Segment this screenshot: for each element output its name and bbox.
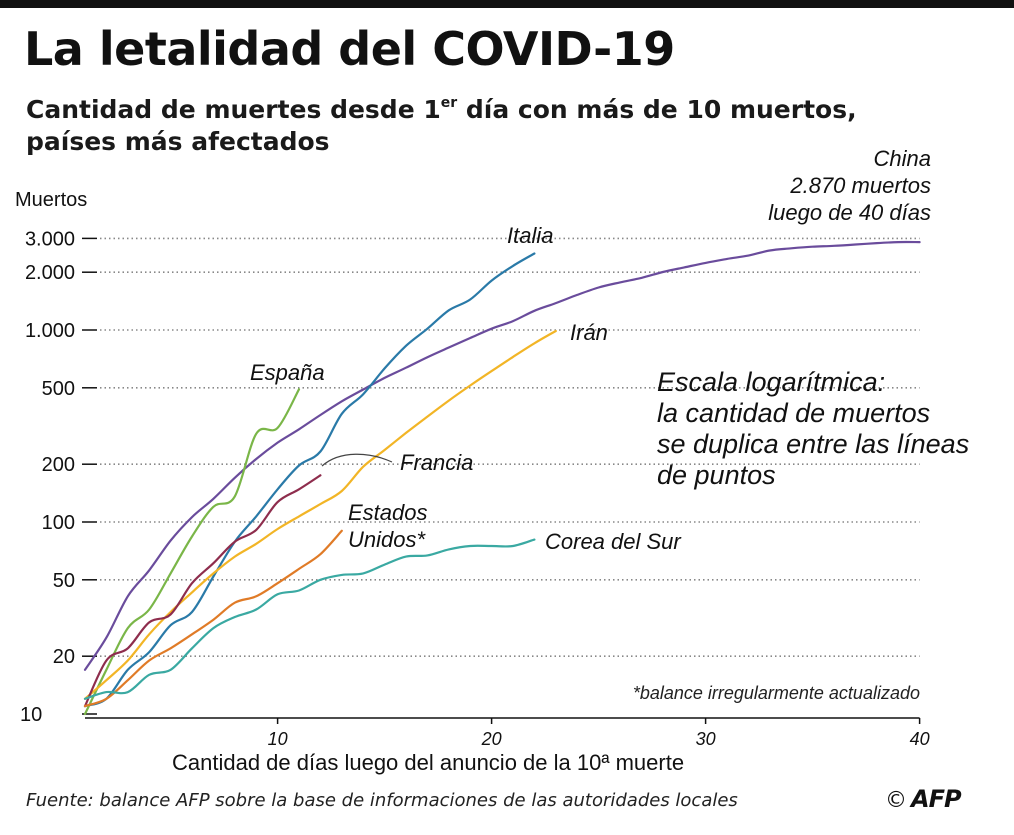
log-note-line: de puntos xyxy=(657,460,776,490)
series-label-francia: Francia xyxy=(400,450,473,475)
x-axis: Cantidad de días luego del anuncio de la… xyxy=(85,717,930,775)
top-bar xyxy=(0,0,1014,8)
y-tick-label: 20 xyxy=(53,646,75,668)
francia-leader-line xyxy=(321,453,393,467)
y-tick-label: 50 xyxy=(53,570,75,592)
china-note-line: luego de 40 días xyxy=(768,200,931,225)
y-tick-label: 200 xyxy=(42,454,75,476)
afp-logo: AFP xyxy=(911,785,962,813)
y-axis: Muertos 10 20 50 100 200 500 1.000 2.000 3.000 xyxy=(15,189,97,726)
subtitle-text: Cantidad de muertes desde 1 xyxy=(26,95,441,124)
series-label-estados-unidos-line1: Estados xyxy=(348,500,428,525)
log-scale-note: Escala logarítmica:la cantidad de muerto… xyxy=(657,367,969,490)
x-tick-label: 40 xyxy=(910,729,930,749)
y-tick-label: 500 xyxy=(42,378,75,400)
x-axis-label: Cantidad de días luego del anuncio de la… xyxy=(172,750,684,775)
series-label-espana: España xyxy=(250,360,325,385)
x-tick-label: 10 xyxy=(268,729,288,749)
x-tick-label: 20 xyxy=(481,729,502,749)
y-axis-label: Muertos xyxy=(15,189,87,211)
series-label-corea: Corea del Sur xyxy=(545,529,682,554)
copyright-symbol: © xyxy=(885,788,907,813)
footnote: *balance irregularmente actualizado xyxy=(633,683,920,703)
subtitle-superscript: er xyxy=(440,95,458,111)
series-label-iran: Irán xyxy=(570,320,608,345)
chart-title: La letalidad del COVID-19 xyxy=(24,22,675,76)
series-label-italia: Italia xyxy=(507,223,553,248)
series-line-espana xyxy=(83,388,301,716)
log-note-line: se duplica entre las líneas xyxy=(657,429,969,459)
series-line-estados_unidos xyxy=(83,529,343,708)
y-tick-label: 2.000 xyxy=(25,262,75,284)
afp-credit: © AFP xyxy=(885,785,962,813)
y-tick-label: 3.000 xyxy=(25,228,75,250)
log-note-line: la cantidad de muertos xyxy=(657,398,930,428)
y-tick-label: 100 xyxy=(42,512,75,534)
china-note-line: 2.870 muertos xyxy=(789,173,931,198)
series-lines xyxy=(83,240,921,716)
chart-subtitle: Cantidad de muertes desde 1er día con má… xyxy=(26,94,926,158)
series-line-china xyxy=(83,240,921,671)
x-tick-label: 30 xyxy=(696,729,716,749)
series-label-estados-unidos-line2: Unidos* xyxy=(348,527,426,552)
log-note-line: Escala logarítmica: xyxy=(657,367,885,397)
series-line-italia xyxy=(83,252,536,708)
y-tick-label: 10 xyxy=(20,704,42,726)
subtitle-line-2: países más afectados xyxy=(26,127,330,156)
grid-lines xyxy=(100,237,920,658)
source-note: Fuente: balance AFP sobre la base de inf… xyxy=(26,790,738,811)
y-tick-label: 1.000 xyxy=(25,320,75,342)
annotations: Escala logarítmica:la cantidad de muerto… xyxy=(633,146,969,703)
subtitle-text-end: día con más de 10 muertos, xyxy=(457,95,857,124)
china-note-line: China xyxy=(874,146,931,171)
series-line-corea xyxy=(83,538,536,700)
series-line-francia xyxy=(83,474,322,708)
